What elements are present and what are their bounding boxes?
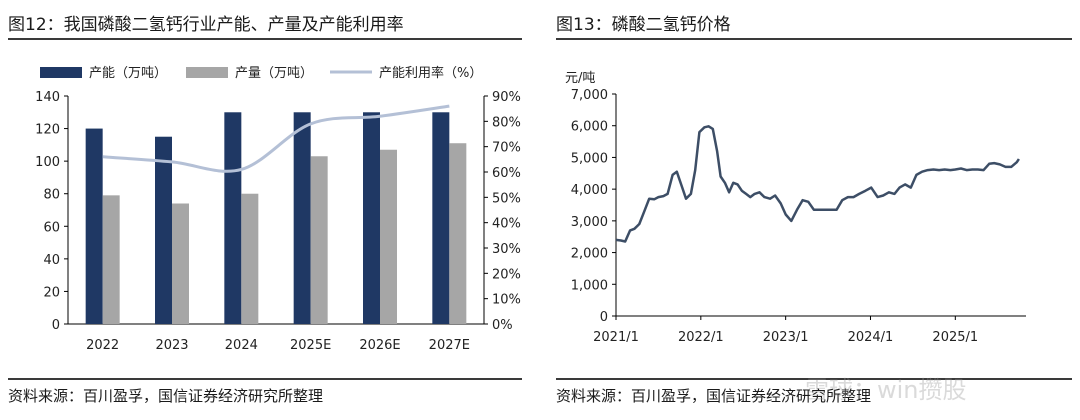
figure-13-source: 资料来源：百川盈孚，国信证券经济研究所整理 [556, 387, 872, 405]
output-bar [449, 143, 467, 324]
figure-12-panel: 图12：我国磷酸二氢钙行业产能、产量及产能利用率 0 20 40 60 80 100 120… [0, 0, 530, 420]
y-axis-tick-label: 1,000 [571, 278, 608, 293]
figure-13-bottom-rule [556, 378, 1072, 380]
x-axis-category-label: 2027E [429, 338, 470, 353]
right-axis-tick-label: 0% [492, 318, 513, 333]
left-axis-tick-label: 100 [35, 155, 60, 170]
output-bar [310, 156, 328, 324]
x-axis-category-label: 2022 [86, 338, 119, 353]
capacity-bar [293, 112, 311, 325]
y-axis-tick-label: 0 [600, 310, 608, 325]
figure-13-title: 图13：磷酸二氢钙价格 [556, 15, 731, 35]
legend-capacity-swatch [40, 67, 82, 78]
utilization-line [102, 104, 450, 173]
output-bar [380, 149, 397, 324]
capacity-bar [155, 136, 172, 324]
y-axis-tick-label: 7,000 [571, 88, 608, 103]
left-axis-tick-label: 40 [43, 253, 60, 268]
y-axis-tick-label: 3,000 [571, 215, 608, 230]
figure-13-chart: 元/吨 0 1,000 2,000 3,000 4,000 5,000 6,000 7,000 2… [565, 71, 1026, 345]
x-axis-category-label: 2026E [359, 338, 400, 353]
right-axis-tick-label: 50% [492, 191, 521, 206]
figure-12-bottom-rule [8, 378, 522, 380]
x-axis-tick-label: 2023/1 [763, 330, 809, 345]
capacity-bar [432, 112, 450, 325]
output-bar [102, 195, 120, 324]
legend-output-swatch [186, 67, 228, 78]
output-bar [241, 193, 259, 324]
figure-12-source: 资料来源：百川盈孚，国信证券经济研究所整理 [8, 387, 324, 405]
left-axis-tick-label: 80 [43, 188, 60, 203]
y-axis-tick-label: 4,000 [571, 183, 608, 198]
price-line [615, 125, 1020, 243]
x-axis-category-label: 2025E [290, 338, 331, 353]
left-axis-tick-label: 0 [52, 318, 60, 333]
capacity-bar [224, 112, 242, 325]
legend-capacity-label: 产能（万吨） [89, 66, 167, 81]
right-axis-tick-label: 20% [492, 267, 521, 282]
right-axis-tick-label: 40% [492, 217, 521, 232]
figure-13-top-rule [556, 38, 1072, 40]
x-axis-tick-label: 2022/1 [678, 330, 724, 345]
left-axis-tick-label: 20 [43, 285, 60, 300]
legend-output-label: 产量（万吨） [235, 66, 313, 81]
figure-12-top-rule [8, 38, 522, 40]
left-axis-tick-label: 140 [35, 90, 60, 105]
figure-12-chart: 0 20 40 60 80 100 120 140 0% 10% 20% 30% 40% 50% 60% 70… [35, 65, 521, 353]
capacity-bar [85, 128, 103, 324]
x-axis-tick-label: 2025/1 [932, 330, 978, 345]
x-axis-category-label: 2024 [225, 338, 258, 353]
left-axis-tick-label: 60 [43, 220, 60, 235]
y-axis-tick-label: 2,000 [571, 247, 608, 262]
right-axis-tick-label: 80% [492, 115, 521, 130]
right-axis-tick-label: 30% [492, 242, 521, 257]
right-axis-tick-label: 10% [492, 293, 521, 308]
left-axis-tick-label: 120 [35, 123, 60, 138]
x-axis-tick-label: 2024/1 [848, 330, 894, 345]
x-axis-category-label: 2023 [155, 338, 188, 353]
right-axis-tick-label: 60% [492, 166, 521, 181]
right-axis-tick-label: 90% [492, 90, 521, 105]
y-axis-unit-label: 元/吨 [565, 71, 595, 86]
legend-utilization-label: 产能利用率（%） [379, 65, 482, 81]
y-axis-tick-label: 6,000 [571, 120, 608, 135]
output-bar [172, 203, 189, 324]
right-axis-tick-label: 70% [492, 141, 521, 156]
figure-12-title: 图12：我国磷酸二氢钙行业产能、产量及产能利用率 [8, 15, 404, 35]
x-axis-tick-label: 2021/1 [593, 330, 639, 345]
capacity-bar [363, 112, 380, 325]
y-axis-tick-label: 5,000 [571, 151, 608, 166]
figure-13-panel: 图13：磷酸二氢钙价格 元/吨 0 1,000 2,000 3,000 4,000 5,00… [548, 0, 1080, 420]
